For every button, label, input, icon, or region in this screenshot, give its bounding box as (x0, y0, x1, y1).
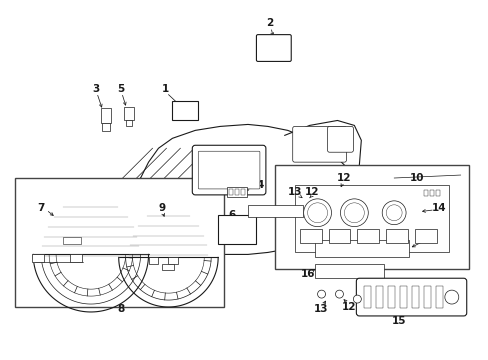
Circle shape (340, 199, 367, 227)
Bar (299, 229, 321, 243)
Bar (399, 286, 406, 308)
Text: 13: 13 (287, 187, 302, 197)
Bar (32, 255, 44, 262)
Text: 9: 9 (159, 203, 166, 213)
Text: 15: 15 (391, 316, 406, 326)
Circle shape (335, 290, 343, 298)
Text: 4: 4 (256, 180, 263, 190)
FancyBboxPatch shape (256, 35, 291, 62)
Bar (241, 189, 244, 195)
Bar (247, 205, 302, 217)
Circle shape (444, 290, 458, 304)
Text: 13: 13 (314, 304, 328, 314)
Bar (411, 286, 418, 308)
Bar (63, 237, 81, 244)
Text: 12: 12 (304, 187, 318, 197)
Bar (294, 185, 448, 252)
FancyBboxPatch shape (192, 145, 265, 195)
Bar (102, 123, 109, 131)
Circle shape (382, 201, 405, 225)
Circle shape (303, 199, 331, 227)
Bar (70, 255, 82, 262)
Text: 16: 16 (300, 269, 314, 279)
Text: 14: 14 (431, 203, 445, 213)
Bar (387, 286, 394, 308)
Bar (429, 190, 433, 196)
Circle shape (307, 203, 327, 223)
Text: 7: 7 (38, 203, 45, 213)
Bar (226, 187, 246, 197)
Bar (123, 107, 133, 121)
Text: 5: 5 (117, 84, 124, 94)
FancyBboxPatch shape (356, 278, 466, 316)
Circle shape (353, 295, 361, 303)
Bar (423, 190, 427, 196)
Text: 2: 2 (265, 18, 273, 28)
Circle shape (344, 203, 364, 223)
Bar (162, 264, 174, 270)
Bar (125, 121, 131, 126)
Bar (218, 215, 255, 244)
Circle shape (386, 205, 401, 221)
Bar (364, 286, 370, 308)
Bar (274, 165, 468, 269)
FancyBboxPatch shape (327, 126, 353, 152)
Bar (228, 189, 233, 195)
Bar (15, 178, 224, 307)
Bar (435, 286, 442, 308)
Text: 12: 12 (342, 302, 356, 312)
Text: 6: 6 (228, 210, 235, 220)
Bar (357, 229, 379, 243)
Text: 12: 12 (337, 173, 351, 183)
Bar (435, 190, 439, 196)
Bar (423, 286, 430, 308)
FancyBboxPatch shape (198, 151, 260, 189)
Bar (314, 239, 408, 257)
Text: 8: 8 (117, 304, 124, 314)
Bar (386, 229, 407, 243)
Bar (172, 100, 198, 121)
Text: 10: 10 (409, 173, 424, 183)
Bar (101, 108, 111, 123)
Bar (328, 229, 350, 243)
Bar (168, 257, 178, 264)
Bar (148, 257, 158, 264)
FancyBboxPatch shape (292, 126, 346, 162)
Bar (235, 189, 239, 195)
Circle shape (317, 290, 325, 298)
Text: 3: 3 (92, 84, 99, 94)
Text: 1: 1 (162, 84, 169, 94)
Text: 11: 11 (423, 233, 437, 243)
Bar (314, 264, 384, 278)
Bar (375, 286, 383, 308)
Bar (414, 229, 436, 243)
